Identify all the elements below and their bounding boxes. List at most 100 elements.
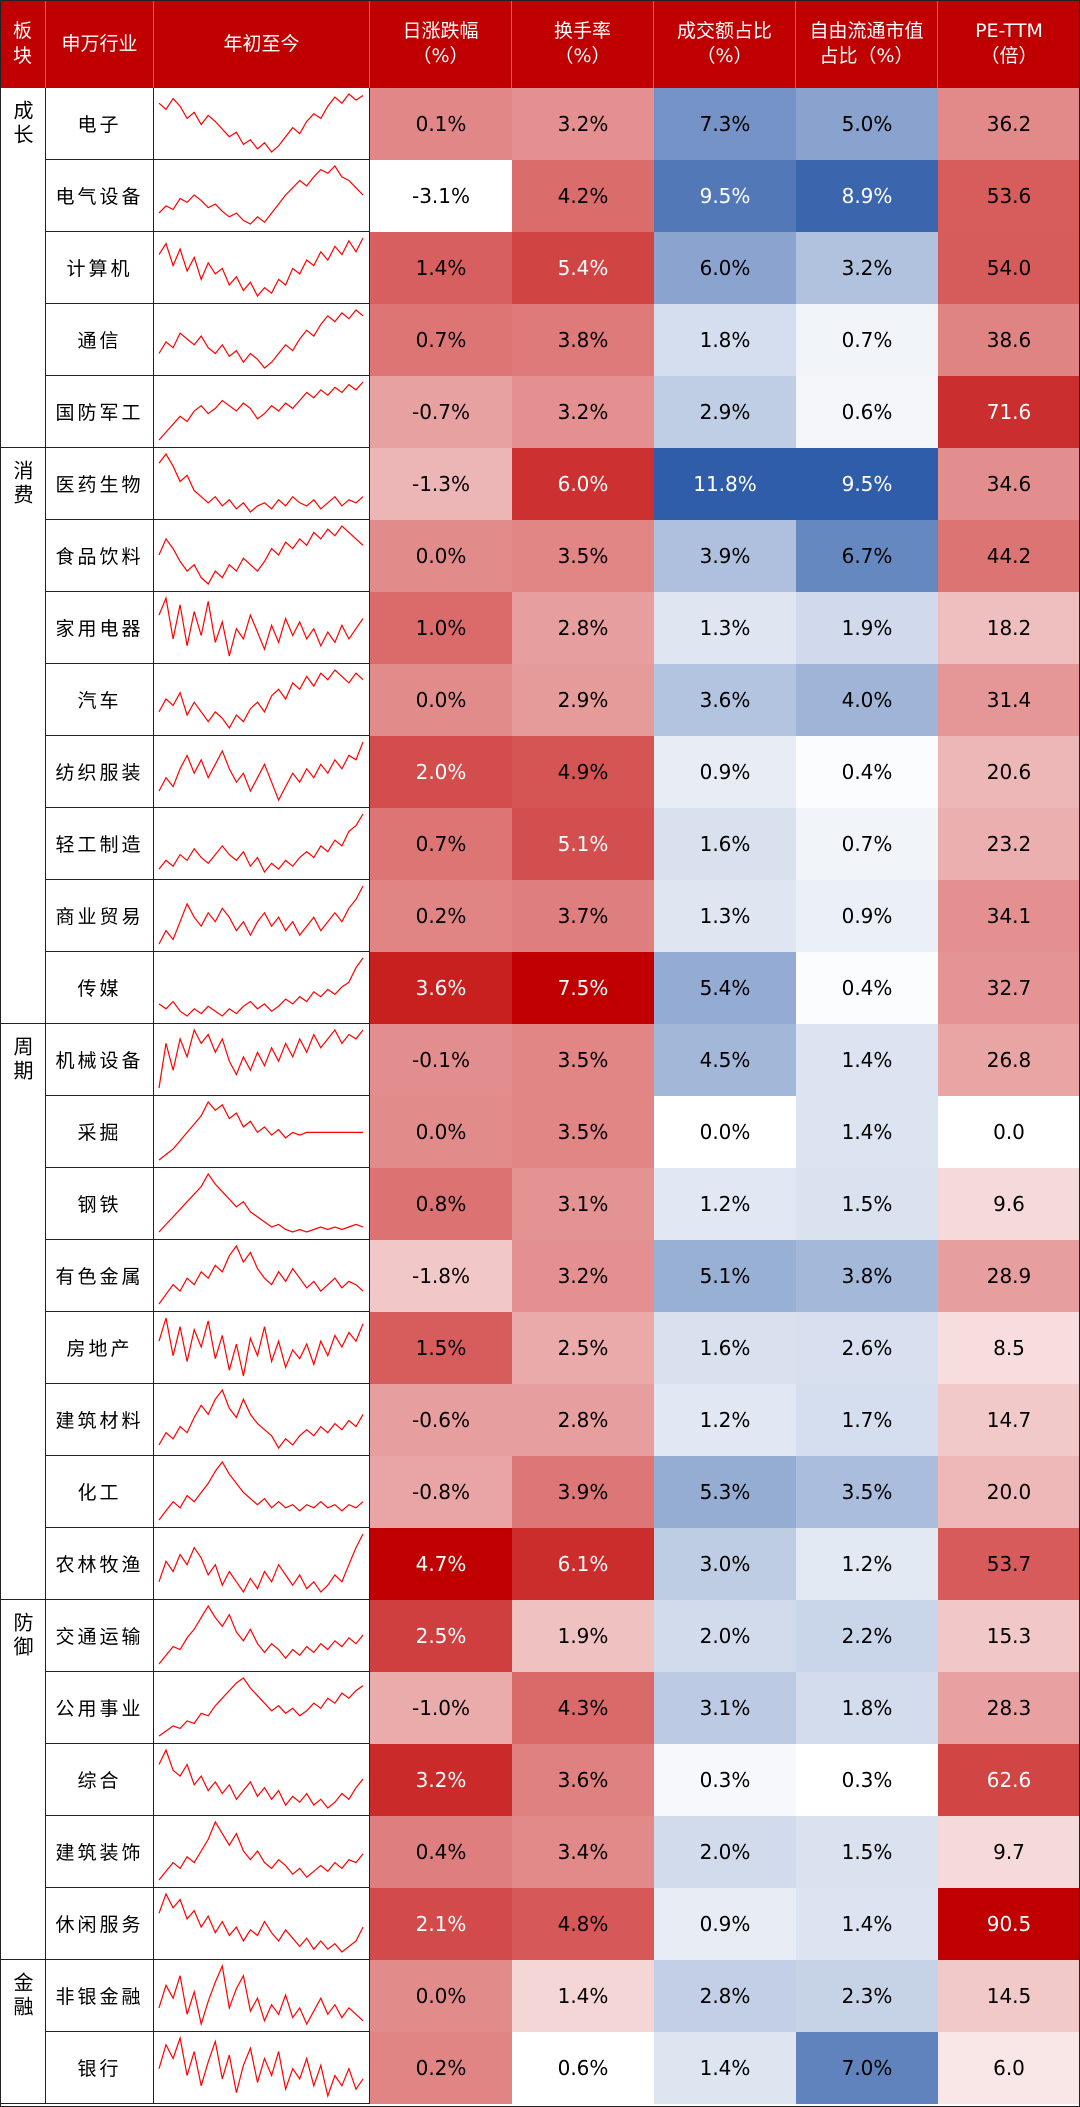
ytd-sparkline-cell — [154, 1960, 370, 2032]
ytd-sparkline-cell — [154, 1600, 370, 1672]
table-row: 交通运输 2.5% 1.9% 2.0% 2.2% 15.3 — [46, 1600, 1080, 1672]
pe-cell: 28.3 — [938, 1672, 1080, 1744]
ytd-sparkline-cell — [154, 1528, 370, 1600]
industry-name: 国防军工 — [46, 376, 154, 448]
sector-label: 防御 — [10, 1612, 34, 1660]
industry-name: 轻工制造 — [46, 808, 154, 880]
ytd-sparkline-cell — [154, 1024, 370, 1096]
turnover-cell: 3.4% — [512, 1816, 654, 1888]
ytd-sparkline-cell — [154, 1312, 370, 1384]
turnover-cell: 2.8% — [512, 592, 654, 664]
pe-cell: 53.6 — [938, 160, 1080, 232]
pe-cell: 20.6 — [938, 736, 1080, 808]
industry-name: 计算机 — [46, 232, 154, 304]
header-turnover: 换手率 （%） — [512, 0, 654, 88]
daily-change-cell: 1.5% — [370, 1312, 512, 1384]
pe-cell: 9.7 — [938, 1816, 1080, 1888]
daily-change-cell: 1.4% — [370, 232, 512, 304]
sparkline-path — [158, 669, 364, 730]
turnover-cell: 3.2% — [512, 88, 654, 160]
cap-share-cell: 2.3% — [796, 1960, 938, 2032]
sector-cell: 金融 — [0, 1960, 46, 2104]
industry-name: 传媒 — [46, 952, 154, 1024]
volume-share-cell: 0.9% — [654, 736, 796, 808]
industry-name: 农林牧渔 — [46, 1528, 154, 1600]
sparkline-path — [158, 165, 364, 225]
ytd-sparkline-cell — [154, 1384, 370, 1456]
sparkline-path — [158, 1460, 364, 1521]
ytd-sparkline-cell — [154, 1096, 370, 1168]
table-row: 机械设备 -0.1% 3.5% 4.5% 1.4% 26.8 — [46, 1024, 1080, 1096]
table-row: 纺织服装 2.0% 4.9% 0.9% 0.4% 20.6 — [46, 736, 1080, 808]
volume-share-cell: 2.9% — [654, 376, 796, 448]
table-row: 汽车 0.0% 2.9% 3.6% 4.0% 31.4 — [46, 664, 1080, 736]
pe-cell: 9.6 — [938, 1168, 1080, 1240]
turnover-cell: 2.9% — [512, 664, 654, 736]
daily-change-cell: 3.6% — [370, 952, 512, 1024]
cap-share-cell: 1.5% — [796, 1168, 938, 1240]
cap-share-cell: 1.7% — [796, 1384, 938, 1456]
cap-share-cell: 5.0% — [796, 88, 938, 160]
pe-cell: 14.7 — [938, 1384, 1080, 1456]
daily-change-cell: -0.7% — [370, 376, 512, 448]
volume-share-cell: 1.6% — [654, 1312, 796, 1384]
industry-name: 汽车 — [46, 664, 154, 736]
volume-share-cell: 2.0% — [654, 1816, 796, 1888]
daily-change-cell: 2.5% — [370, 1600, 512, 1672]
turnover-cell: 4.9% — [512, 736, 654, 808]
sector-label: 成长 — [10, 100, 34, 148]
sparkline-path — [158, 1172, 364, 1233]
sparkline-path — [158, 1748, 364, 1809]
ytd-sparkline — [158, 165, 364, 225]
table-row: 钢铁 0.8% 3.1% 1.2% 1.5% 9.6 — [46, 1168, 1080, 1240]
cap-share-cell: 1.4% — [796, 1096, 938, 1168]
volume-share-cell: 1.2% — [654, 1384, 796, 1456]
sparkline-path — [158, 1317, 364, 1377]
ytd-sparkline — [158, 1244, 364, 1305]
daily-change-cell: 0.2% — [370, 2032, 512, 2104]
ytd-sparkline-cell — [154, 1744, 370, 1816]
pe-cell: 31.4 — [938, 664, 1080, 736]
daily-change-cell: -1.0% — [370, 1672, 512, 1744]
industry-name: 交通运输 — [46, 1600, 154, 1672]
ytd-sparkline — [158, 525, 364, 585]
table-row: 综合 3.2% 3.6% 0.3% 0.3% 62.6 — [46, 1744, 1080, 1816]
cap-share-cell: 3.5% — [796, 1456, 938, 1528]
ytd-sparkline-cell — [154, 88, 370, 160]
pe-cell: 44.2 — [938, 520, 1080, 592]
cap-share-cell: 8.9% — [796, 160, 938, 232]
table-row: 轻工制造 0.7% 5.1% 1.6% 0.7% 23.2 — [46, 808, 1080, 880]
volume-share-cell: 0.9% — [654, 1888, 796, 1960]
ytd-sparkline — [158, 669, 364, 730]
industry-name: 房地产 — [46, 1312, 154, 1384]
industry-name: 商业贸易 — [46, 880, 154, 952]
volume-share-cell: 11.8% — [654, 448, 796, 520]
daily-change-cell: 0.1% — [370, 88, 512, 160]
daily-change-cell: -3.1% — [370, 160, 512, 232]
sparkline-path — [158, 1604, 364, 1665]
ytd-sparkline — [158, 381, 364, 441]
volume-share-cell: 2.8% — [654, 1960, 796, 2032]
daily-change-cell: 0.4% — [370, 1816, 512, 1888]
volume-share-cell: 3.0% — [654, 1528, 796, 1600]
daily-change-cell: 0.7% — [370, 304, 512, 376]
ytd-sparkline-cell — [154, 952, 370, 1024]
ytd-sparkline-cell — [154, 736, 370, 808]
ytd-sparkline — [158, 957, 364, 1017]
ytd-sparkline-cell — [154, 304, 370, 376]
ytd-sparkline — [158, 741, 364, 802]
sparkline-path — [158, 1677, 364, 1737]
pe-cell: 14.5 — [938, 1960, 1080, 2032]
cap-share-cell: 0.4% — [796, 736, 938, 808]
industry-name: 医药生物 — [46, 448, 154, 520]
ytd-sparkline — [158, 1820, 364, 1881]
sector-label: 金融 — [10, 1972, 34, 2020]
turnover-cell: 3.8% — [512, 304, 654, 376]
table-row: 商业贸易 0.2% 3.7% 1.3% 0.9% 34.1 — [46, 880, 1080, 952]
ytd-sparkline — [158, 237, 364, 298]
pe-cell: 71.6 — [938, 376, 1080, 448]
daily-change-cell: -1.8% — [370, 1240, 512, 1312]
daily-change-cell: 0.7% — [370, 808, 512, 880]
daily-change-cell: -0.8% — [370, 1456, 512, 1528]
cap-share-cell: 1.9% — [796, 592, 938, 664]
